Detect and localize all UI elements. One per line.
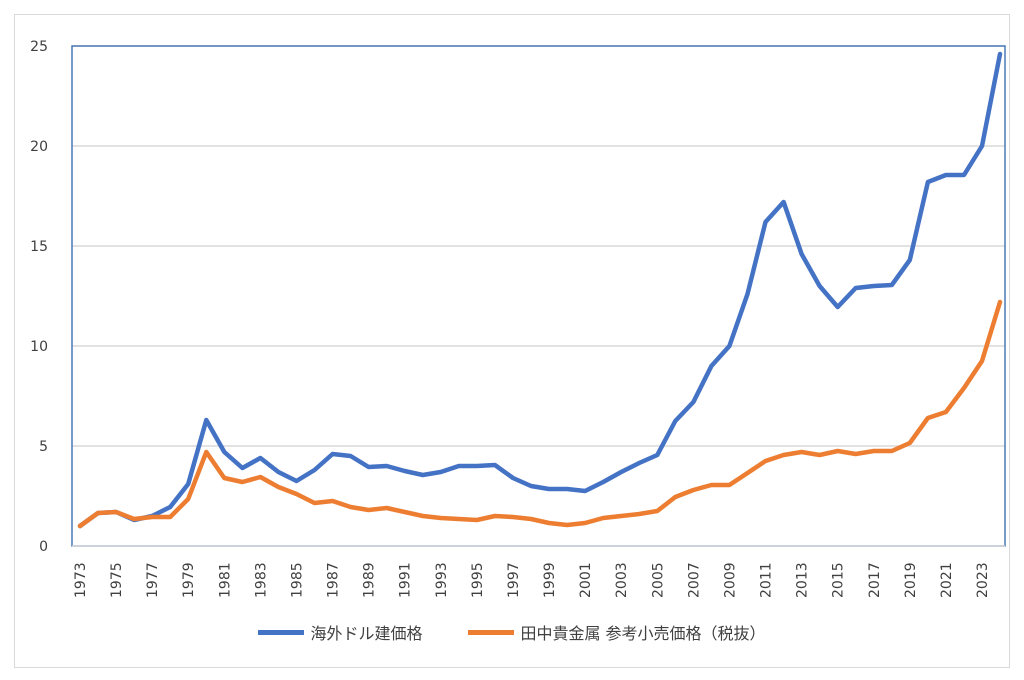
- x-tick-label: 1985: [289, 562, 305, 598]
- x-tick-label: 1993: [434, 562, 450, 598]
- x-tick-label: 2009: [722, 562, 738, 598]
- x-tick-label: 2001: [578, 562, 594, 598]
- x-tick-label: 1997: [506, 562, 522, 598]
- y-tick-label: 25: [30, 39, 48, 55]
- y-tick-label: 15: [30, 239, 48, 255]
- x-tick-label: 1991: [398, 562, 414, 598]
- x-tick-label: 1999: [542, 562, 558, 598]
- legend-swatch-orange: [468, 629, 515, 635]
- x-tick-label: 1981: [217, 562, 233, 598]
- legend-swatch-blue: [258, 629, 305, 635]
- series-line-1: [77, 51, 1003, 529]
- x-tick-label: 2019: [903, 562, 919, 598]
- x-tick-label: 2005: [650, 562, 666, 598]
- series-line-2: [77, 299, 1003, 529]
- x-tick-label: 1987: [326, 562, 342, 598]
- x-tick-label: 2021: [939, 562, 955, 598]
- legend-label: 田中貴金属 参考小売価格（税抜）: [520, 624, 766, 643]
- x-tick-label: 2007: [686, 562, 702, 598]
- x-tick-label: 1995: [470, 562, 486, 598]
- x-tick-label: 1977: [145, 562, 161, 598]
- x-tick-label: 1989: [362, 562, 378, 598]
- x-tick-label: 2013: [795, 562, 811, 598]
- y-tick-label: 0: [39, 539, 48, 555]
- plot-area-border: [71, 45, 1006, 547]
- legend: 海外ドル建価格 田中貴金属 参考小売価格（税抜）: [0, 620, 1024, 644]
- y-tick-label: 20: [30, 139, 48, 155]
- x-tick-label: 1979: [181, 562, 197, 598]
- chart-frame: [14, 14, 1010, 668]
- x-tick-label: 2017: [867, 562, 883, 598]
- x-tick-label: 1973: [73, 562, 89, 598]
- x-tick-label: 2003: [614, 562, 630, 598]
- legend-label: 海外ドル建価格: [310, 624, 423, 643]
- x-tick-label: 2011: [759, 562, 775, 598]
- x-tick-label: 1983: [253, 562, 269, 598]
- legend-item-series-2: 田中貴金属 参考小売価格（税抜）: [468, 620, 766, 644]
- x-tick-label: 2015: [831, 562, 847, 598]
- x-tick-label: 1975: [109, 562, 125, 598]
- y-tick-label: 10: [30, 339, 48, 355]
- x-tick-label: 2023: [975, 562, 991, 598]
- y-tick-label: 5: [39, 439, 48, 455]
- legend-item-series-1: 海外ドル建価格: [258, 620, 422, 644]
